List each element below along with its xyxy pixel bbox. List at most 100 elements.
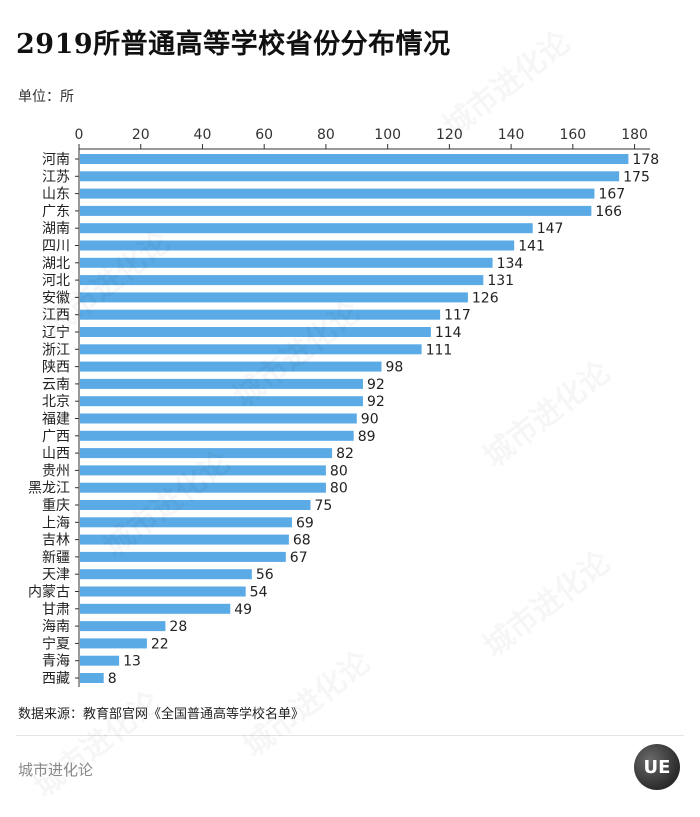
- bar: [80, 551, 286, 562]
- category-label: 天津: [42, 567, 70, 583]
- category-label: 新疆: [42, 550, 70, 566]
- value-label: 147: [537, 221, 564, 237]
- bar: [80, 517, 292, 528]
- category-label: 辽宁: [42, 324, 70, 341]
- brand-logo-text: UE: [643, 756, 671, 778]
- category-label: 四川: [42, 239, 70, 255]
- category-label: 西藏: [42, 671, 70, 687]
- category-label: 青海: [42, 654, 70, 670]
- bar: [80, 621, 166, 632]
- value-label: 28: [169, 619, 187, 635]
- footer-divider: [16, 735, 684, 736]
- category-label: 海南: [42, 619, 70, 635]
- category-label: 湖南: [42, 221, 70, 237]
- category-label: 山西: [42, 446, 70, 462]
- value-label: 80: [330, 463, 348, 479]
- category-label: 贵州: [42, 463, 70, 479]
- bar-chart: 0 20 40 60 80 100 120 140 160 180 河南 178 江苏 175 山东 167 广…: [28, 127, 659, 687]
- x-tick-label: 80: [317, 127, 335, 143]
- category-label: 江西: [42, 308, 70, 324]
- value-label: 117: [444, 308, 471, 324]
- value-label: 54: [250, 585, 268, 601]
- category-label: 北京: [42, 394, 70, 410]
- bar: [80, 327, 431, 337]
- category-label: 湖北: [42, 256, 70, 272]
- value-label: 22: [151, 636, 169, 652]
- value-label: 90: [361, 412, 379, 428]
- value-label: 167: [598, 187, 625, 203]
- value-label: 126: [472, 290, 499, 306]
- value-label: 175: [623, 169, 650, 185]
- value-label: 75: [314, 498, 332, 514]
- x-tick-label: 100: [374, 127, 401, 143]
- data-source: 数据来源：教育部官网《全国普通高等学校名单》: [18, 707, 305, 722]
- value-label: 68: [293, 533, 311, 549]
- chart-title: 2919所普通高等学校省份分布情况: [16, 29, 451, 60]
- category-label: 内蒙古: [28, 585, 70, 601]
- value-label: 67: [290, 550, 308, 566]
- x-tick-label: 120: [436, 127, 463, 143]
- bar: [80, 257, 493, 268]
- category-label: 甘肃: [42, 602, 70, 618]
- bar: [80, 292, 468, 303]
- bar: [80, 465, 326, 476]
- bar: [80, 396, 363, 407]
- category-label: 福建: [42, 412, 70, 428]
- bar: [80, 378, 363, 389]
- bar: [80, 448, 333, 459]
- bar: [80, 673, 104, 683]
- bar: [80, 188, 595, 199]
- value-label: 134: [497, 256, 524, 272]
- bar: [80, 361, 382, 372]
- bar: [80, 344, 422, 355]
- footer-brand: 城市进化论: [18, 761, 94, 779]
- value-label: 178: [632, 152, 659, 168]
- value-label: 89: [358, 429, 376, 445]
- category-label: 上海: [42, 515, 70, 531]
- value-label: 92: [367, 394, 385, 410]
- category-label: 河北: [42, 273, 70, 289]
- bar: [80, 154, 629, 164]
- value-label: 92: [367, 377, 385, 393]
- bar: [80, 240, 515, 251]
- value-label: 13: [123, 654, 141, 670]
- x-tick-label: 60: [255, 127, 273, 143]
- unit-label: 单位：所: [18, 89, 74, 105]
- category-label: 江苏: [42, 169, 70, 185]
- value-label: 166: [595, 204, 622, 220]
- value-label: 82: [336, 446, 354, 462]
- category-label: 吉林: [42, 533, 70, 549]
- value-label: 80: [330, 481, 348, 497]
- bar: [80, 205, 592, 216]
- x-tick-label: 40: [194, 127, 212, 143]
- bar: [80, 482, 326, 493]
- value-label: 111: [426, 342, 453, 358]
- brand-logo: UE: [634, 744, 680, 790]
- bar: [80, 638, 147, 649]
- bar: [80, 413, 357, 424]
- category-label: 广东: [42, 204, 70, 220]
- bar: [80, 500, 311, 510]
- bar: [80, 430, 354, 441]
- bar: [80, 534, 289, 545]
- x-tick-label: 180: [621, 127, 648, 143]
- bar: [80, 309, 441, 320]
- value-label: 8: [108, 671, 117, 687]
- x-tick-label: 20: [132, 127, 150, 143]
- bar: [80, 223, 533, 234]
- category-label: 陕西: [42, 360, 70, 376]
- value-label: 114: [435, 325, 462, 341]
- x-tick-label: 160: [559, 127, 586, 143]
- category-label: 山东: [42, 187, 70, 203]
- bar: [80, 655, 120, 666]
- category-label: 重庆: [42, 498, 70, 514]
- category-label: 宁夏: [42, 635, 70, 652]
- bar: [80, 603, 231, 614]
- category-label: 浙江: [42, 342, 70, 358]
- value-label: 141: [518, 239, 545, 255]
- category-label: 广西: [42, 429, 70, 445]
- bar: [80, 171, 620, 182]
- value-label: 98: [385, 360, 403, 376]
- bar: [80, 586, 246, 597]
- value-label: 56: [256, 567, 274, 583]
